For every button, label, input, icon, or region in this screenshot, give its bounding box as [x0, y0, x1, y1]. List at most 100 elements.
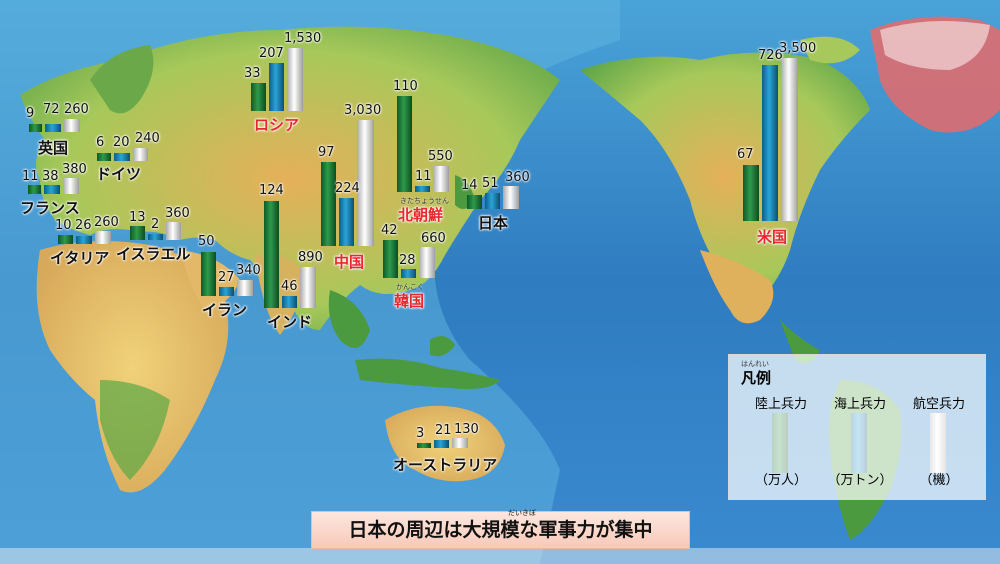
country-label-china: 中国	[334, 253, 365, 271]
bars-germany	[97, 148, 148, 161]
bar-france-air	[63, 178, 79, 194]
country-label-italy: イタリア	[50, 249, 110, 267]
bar-north-korea-sea	[415, 186, 430, 192]
value-china-sea: 224	[335, 181, 360, 196]
value-usa-air: 3,500	[779, 41, 817, 56]
value-france-sea: 38	[42, 169, 59, 184]
bar-usa-ground	[743, 165, 759, 221]
value-china-air: 3,030	[344, 103, 382, 118]
bar-japan-sea	[485, 193, 500, 209]
bar-uk-air	[64, 119, 80, 132]
bar-south-korea-sea	[401, 269, 416, 278]
country-label-russia: ロシア	[254, 116, 300, 134]
bar-israel-ground	[130, 226, 145, 240]
bars-iran	[201, 252, 253, 296]
legend-ground-unit: （万人）	[754, 473, 807, 488]
bar-south-korea-ground	[383, 240, 398, 278]
value-usa-ground: 67	[737, 147, 754, 162]
country-label-south-korea: 韓国	[394, 292, 425, 310]
bar-south-korea-air	[419, 247, 435, 278]
bars-israel	[130, 222, 181, 240]
country-label-israel: イスラエル	[116, 245, 191, 263]
bars-north-korea	[397, 96, 449, 192]
value-south-korea-sea: 28	[399, 253, 416, 268]
ruby-north-korea: きたちょうせん	[400, 197, 449, 205]
bar-italy-sea	[76, 236, 92, 244]
bar-germany-ground	[97, 153, 111, 161]
value-israel-ground: 13	[129, 210, 146, 225]
country-label-india: インド	[267, 313, 313, 331]
bar-north-korea-air	[433, 166, 449, 192]
bars-italy	[58, 231, 111, 244]
value-italy-ground: 10	[55, 218, 72, 233]
value-north-korea-sea: 11	[415, 169, 432, 184]
bar-germany-sea	[114, 153, 130, 161]
value-france-ground: 11	[22, 169, 39, 184]
legend-sea-unit: （万トン）	[827, 473, 893, 488]
value-iran-air: 340	[236, 263, 261, 278]
bars-south-korea	[383, 240, 435, 278]
bars-usa	[743, 58, 798, 221]
value-germany-ground: 6	[96, 135, 105, 150]
country-label-japan: 日本	[478, 214, 509, 232]
value-iran-sea: 27	[218, 270, 235, 285]
value-japan-sea: 51	[482, 176, 499, 191]
bar-iran-air	[237, 280, 253, 296]
bar-india-air	[300, 267, 316, 308]
bars-china	[321, 120, 374, 246]
bar-russia-sea	[269, 63, 284, 111]
bar-japan-air	[503, 186, 519, 209]
legend-air-unit: （機）	[919, 473, 959, 488]
value-north-korea-ground: 110	[393, 79, 418, 94]
bar-russia-air	[287, 48, 303, 111]
country-label-usa: 米国	[757, 228, 788, 246]
bar-australia-sea	[434, 440, 449, 448]
value-germany-sea: 20	[113, 135, 130, 150]
bar-australia-air	[452, 438, 468, 448]
country-label-france: フランス	[20, 199, 80, 217]
value-china-ground: 97	[318, 145, 335, 160]
bar-uk-ground	[29, 124, 42, 132]
value-australia-air: 130	[454, 422, 479, 437]
bar-israel-air	[166, 222, 181, 240]
bar-france-sea	[44, 185, 60, 194]
value-iran-ground: 50	[198, 234, 215, 249]
bar-china-air	[357, 120, 374, 246]
bar-uk-sea	[45, 124, 61, 132]
country-label-germany: ドイツ	[96, 165, 142, 183]
bars-australia	[417, 438, 468, 448]
value-france-air: 380	[62, 162, 87, 177]
bars-uk	[29, 119, 80, 132]
bar-india-sea	[282, 296, 297, 308]
value-australia-sea: 21	[435, 423, 452, 438]
value-japan-ground: 14	[461, 178, 478, 193]
value-italy-sea: 26	[75, 218, 92, 233]
value-russia-ground: 33	[244, 66, 261, 81]
caption-banner: だいきぼ 日本の周辺は大規模な軍事力が集中	[311, 509, 690, 549]
bar-italy-ground	[58, 235, 73, 244]
bar-iran-sea	[219, 287, 234, 296]
legend: はんれい 凡例 陸上兵力 海上兵力 航空兵力 （万人） （万トン） （機）	[728, 354, 986, 500]
bar-iran-ground	[201, 252, 216, 296]
country-label-north-korea: 北朝鮮	[398, 206, 444, 224]
value-india-air: 890	[298, 250, 323, 265]
bars-japan	[467, 186, 519, 209]
bar-usa-air	[781, 58, 798, 221]
bar-france-ground	[28, 185, 41, 194]
value-uk-sea: 72	[43, 102, 60, 117]
bars-france	[28, 178, 79, 194]
bars-india	[264, 201, 316, 308]
value-israel-sea: 2	[151, 217, 160, 232]
value-australia-ground: 3	[416, 426, 425, 441]
bar-israel-sea	[148, 234, 163, 240]
legend-ground-label: 陸上兵力	[754, 397, 807, 412]
value-uk-ground: 9	[26, 106, 35, 121]
bar-russia-ground	[251, 83, 266, 111]
legend-sea-label: 海上兵力	[833, 397, 886, 412]
legend-title: 凡例	[741, 369, 772, 387]
bar-north-korea-ground	[397, 96, 412, 192]
caption-text: 日本の周辺は大規模な軍事力が集中	[348, 519, 653, 541]
value-russia-air: 1,530	[284, 31, 322, 46]
ruby-south-korea: かんこく	[396, 283, 424, 291]
value-india-ground: 124	[259, 183, 284, 198]
